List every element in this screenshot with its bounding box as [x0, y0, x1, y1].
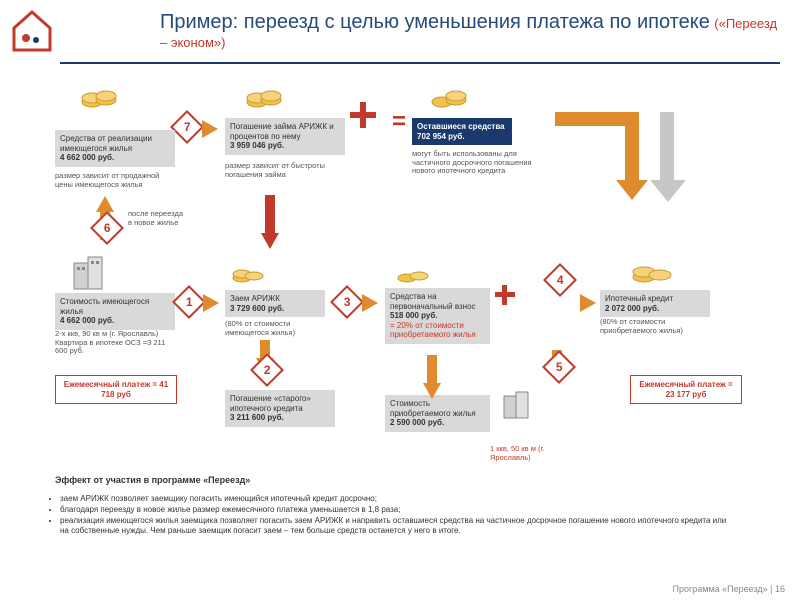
arrow-segment: [265, 195, 275, 235]
box-loan-arizhk: Заем АРИЖК3 729 600 руб.: [225, 290, 325, 317]
arrow-down-icon: [261, 233, 279, 249]
step-7: 7: [170, 110, 204, 144]
step-3: 3: [330, 285, 364, 319]
footer-item: благодаря переезду в новое жилье размер …: [60, 505, 728, 516]
box-proceeds: Средства от реализации имеющегося жилья4…: [55, 130, 175, 167]
box-mortgage: Ипотечный кредит2 072 000 руб.: [600, 290, 710, 317]
arrow-segment: [625, 112, 639, 182]
program-label: Программа «Переезд» | 16: [673, 584, 786, 594]
coins-icon: [395, 260, 430, 285]
note-proceeds: размер зависит от продажной цены имеющег…: [55, 172, 175, 189]
arrow-up-icon: [96, 196, 114, 212]
box-remaining: Оставшиеся средства702 954 руб.: [412, 118, 512, 145]
footer-item: заем АРИЖК позволяет заемщику погасить и…: [60, 494, 728, 505]
arrow-segment: [427, 355, 437, 385]
coins-icon: [430, 80, 470, 110]
arrow-right-icon: [202, 120, 218, 138]
footer-title: Эффект от участия в программе «Переезд»: [55, 475, 250, 485]
arrow-right-icon: [203, 294, 219, 312]
box-payment-new: Ежемесячный платеж = 23 177 руб: [630, 375, 742, 404]
arrow-down-icon: [423, 383, 441, 399]
note-remaining: могут быть использованы для частичного д…: [412, 150, 542, 176]
arrow-down-icon: [650, 180, 686, 202]
footer-list: заем АРИЖК позволяет заемщику погасить и…: [48, 494, 728, 537]
step-4: 4: [543, 263, 577, 297]
plus-icon: [495, 285, 515, 311]
page-title: Пример: переезд с целью уменьшения плате…: [160, 11, 710, 33]
note-after-move: после переезда в новое жилье: [128, 210, 188, 227]
box-property-value: Стоимость имеющегося жилья4 662 000 руб.: [55, 293, 175, 330]
note-loan-arizhk: (80% от стоимости имеющегося жилья): [225, 320, 320, 337]
box-new-property: Стоимость приобретаемого жилья2 590 000 …: [385, 395, 490, 432]
building-icon: [70, 255, 110, 295]
arrow-right-icon: [362, 294, 378, 312]
arrow-down-icon: [616, 180, 648, 200]
arrow-segment: [660, 112, 674, 182]
footer-item: реализация имеющегося жилья заемщика поз…: [60, 516, 728, 538]
plus-icon: [350, 102, 376, 135]
coins-icon: [630, 255, 675, 285]
note-new-property: 1 ккв, 50 кв м (г. Ярославль): [490, 445, 580, 462]
note-repay-arizhk: размер зависит от быстроты погашения зай…: [225, 162, 335, 179]
box-repay-arizhk: Погашение займа АРИЖК и процентов по нем…: [225, 118, 345, 155]
building-icon: [500, 390, 535, 425]
arrow-segment: [555, 112, 625, 126]
note-mortgage: (80% от стоимости приобретаемого жилья): [600, 318, 710, 335]
step-6: 6: [90, 211, 124, 245]
coins-icon: [230, 260, 265, 285]
logo: [10, 8, 55, 53]
coins-icon: [80, 80, 120, 110]
step-1: 1: [172, 285, 206, 319]
arrow-right-icon: [580, 294, 596, 312]
box-repay-old: Погашение «старого» ипотечного кредита3 …: [225, 390, 335, 427]
box-payment-old: Ежемесячный платеж = 41 718 руб: [55, 375, 177, 404]
equals-icon: =: [392, 108, 406, 136]
coins-icon: [245, 80, 285, 110]
box-downpayment: Средства на первоначальный взнос518 000 …: [385, 288, 490, 344]
page-title-block: Пример: переезд с целью уменьшения плате…: [160, 10, 780, 52]
title-rule: [60, 62, 780, 64]
note-property: 2-х ккв, 90 кв м (г. Ярославль) Квартира…: [55, 330, 175, 356]
